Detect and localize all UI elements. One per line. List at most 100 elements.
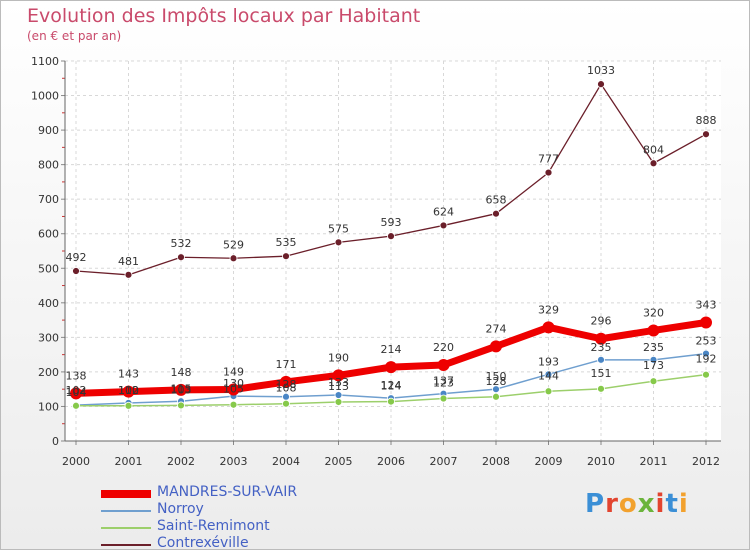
data-point-saint-remimont	[439, 394, 448, 403]
data-point-mandres-sur-vair	[280, 375, 292, 388]
y-tick-label: 0	[52, 435, 59, 448]
data-label-saint-remimont: 123	[433, 377, 454, 390]
data-point-mandres-sur-vair	[542, 321, 555, 334]
data-label-contrexeville: 535	[276, 236, 297, 249]
data-label-norroy: 124	[381, 379, 402, 392]
data-point-norroy	[702, 349, 710, 358]
data-label-mandres-sur-vair: 143	[118, 368, 139, 381]
data-point-mandres-sur-vair	[227, 383, 240, 396]
data-point-norroy	[492, 385, 500, 394]
data-label-mandres-sur-vair: 220	[433, 341, 454, 354]
data-label-mandres-sur-vair: 274	[486, 322, 507, 335]
data-point-mandres-sur-vair	[647, 324, 660, 337]
data-point-saint-remimont	[282, 399, 290, 408]
data-point-contrexeville	[702, 130, 710, 139]
data-label-saint-remimont: 151	[591, 367, 612, 380]
data-label-norroy: 110	[118, 384, 139, 397]
data-label-contrexeville: 777	[538, 153, 559, 166]
data-point-contrexeville	[282, 252, 290, 261]
plot-area	[65, 61, 721, 441]
data-point-norroy	[649, 355, 658, 364]
data-label-contrexeville: 575	[328, 222, 349, 235]
data-label-saint-remimont: 108	[276, 382, 297, 395]
data-point-saint-remimont	[387, 397, 395, 406]
legend-label-saint-remimont: Saint-Remimont	[157, 518, 270, 534]
data-label-saint-remimont: 103	[171, 383, 192, 396]
brand-logo: Proxiti	[585, 489, 689, 519]
data-label-mandres-sur-vair: 320	[643, 306, 664, 319]
x-tick-label: 2011	[640, 455, 668, 468]
data-label-norroy: 130	[223, 377, 244, 390]
data-label-norroy: 128	[276, 378, 297, 391]
data-point-mandres-sur-vair	[490, 340, 502, 353]
data-label-norroy: 253	[696, 335, 717, 348]
data-point-saint-remimont	[649, 377, 658, 386]
y-tick-label: 800	[38, 159, 59, 172]
data-label-contrexeville: 804	[643, 143, 664, 156]
data-label-saint-remimont: 144	[538, 369, 559, 382]
y-tick-label: 400	[38, 297, 59, 310]
y-tick-label: 900	[38, 124, 59, 137]
data-label-mandres-sur-vair: 149	[223, 366, 244, 379]
legend-swatch-contrexeville	[101, 544, 151, 546]
data-label-contrexeville: 624	[433, 205, 454, 218]
legend-label-contrexeville: Contrexéville	[157, 535, 249, 551]
data-label-norroy: 104	[66, 386, 87, 399]
data-point-contrexeville	[177, 253, 185, 262]
data-point-norroy	[597, 355, 605, 364]
data-label-saint-remimont: 173	[643, 359, 664, 372]
data-label-mandres-sur-vair: 190	[328, 351, 349, 364]
data-point-saint-remimont	[334, 398, 343, 406]
legend-swatch-norroy	[101, 510, 151, 512]
data-label-saint-remimont: 102	[118, 384, 139, 397]
data-label-mandres-sur-vair: 138	[66, 369, 87, 382]
data-label-saint-remimont: 102	[66, 384, 87, 397]
data-point-saint-remimont	[72, 401, 80, 410]
data-label-saint-remimont: 192	[696, 353, 717, 366]
data-label-norroy: 235	[591, 341, 612, 354]
legend-swatch-saint-remimont	[101, 527, 151, 529]
y-tick-label: 300	[38, 331, 59, 344]
data-point-mandres-sur-vair	[595, 332, 607, 345]
data-label-contrexeville: 532	[171, 237, 192, 250]
data-point-mandres-sur-vair	[437, 359, 450, 371]
y-tick-label: 600	[38, 228, 59, 241]
legend-label-mandres-sur-vair: MANDRES-SUR-VAIR	[157, 484, 298, 500]
data-label-norroy: 193	[538, 355, 559, 368]
data-point-saint-remimont	[544, 387, 553, 396]
y-tick-label: 500	[38, 262, 59, 275]
chart-subtitle: (en € et par an)	[27, 29, 122, 43]
data-point-mandres-sur-vair	[70, 387, 82, 400]
x-tick-label: 2000	[62, 455, 90, 468]
data-point-contrexeville	[387, 232, 395, 241]
data-point-contrexeville	[597, 80, 605, 89]
data-label-saint-remimont: 113	[328, 380, 349, 393]
data-point-saint-remimont	[177, 401, 185, 410]
data-label-norroy: 235	[643, 341, 664, 354]
data-label-norroy: 150	[486, 370, 507, 383]
data-point-mandres-sur-vair	[332, 369, 345, 382]
data-label-contrexeville: 658	[486, 194, 507, 207]
data-label-saint-remimont: 114	[381, 380, 402, 393]
data-label-mandres-sur-vair: 296	[591, 315, 612, 328]
data-point-norroy	[544, 370, 553, 379]
data-label-mandres-sur-vair: 148	[171, 366, 192, 379]
x-tick-label: 2007	[430, 455, 458, 468]
data-label-mandres-sur-vair: 343	[696, 299, 717, 312]
data-point-saint-remimont	[229, 400, 238, 409]
legend-swatch-mandres-sur-vair	[101, 490, 151, 498]
legend-label-norroy: Norroy	[157, 501, 204, 517]
data-label-saint-remimont: 128	[486, 375, 507, 388]
data-label-contrexeville: 492	[66, 251, 87, 264]
data-point-contrexeville	[229, 254, 238, 263]
data-label-contrexeville: 529	[223, 238, 244, 251]
y-tick-label: 100	[38, 400, 59, 413]
data-point-contrexeville	[544, 168, 553, 177]
x-tick-label: 2003	[220, 455, 248, 468]
data-point-saint-remimont	[702, 370, 710, 379]
x-tick-label: 2004	[272, 455, 300, 468]
data-point-mandres-sur-vair	[700, 316, 712, 329]
data-label-contrexeville: 1033	[587, 64, 615, 77]
